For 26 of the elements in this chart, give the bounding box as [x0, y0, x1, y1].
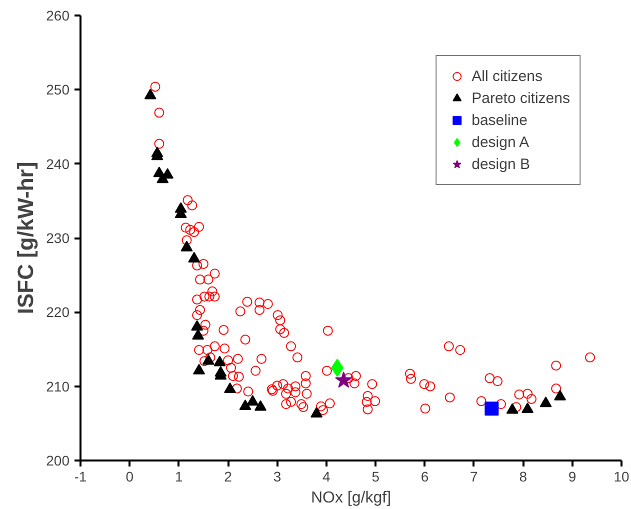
x-tick-label: 6: [420, 468, 429, 484]
y-tick-label: 250: [46, 82, 70, 98]
legend-label: design A: [472, 134, 530, 150]
x-tick-label: 9: [568, 468, 576, 484]
legend-label: baseline: [472, 112, 528, 128]
x-tick-label: 2: [224, 468, 232, 484]
x-tick-label: 8: [519, 468, 528, 484]
legend-label: Pareto citizens: [472, 90, 570, 106]
x-axis-title: NOx [g/kgf]: [310, 490, 392, 506]
legend-label: design B: [472, 156, 530, 172]
y-tick-label: 200: [46, 452, 70, 468]
y-tick-label: 220: [46, 304, 70, 320]
x-tick-label: 10: [614, 468, 630, 484]
y-tick-label: 260: [46, 8, 70, 24]
y-tick-label: 230: [46, 230, 70, 246]
x-tick-label: 0: [126, 468, 134, 484]
legend-label: All citizens: [472, 68, 542, 84]
x-tick-label: 3: [273, 468, 282, 484]
x-tick-label: 4: [322, 468, 331, 484]
x-tick-label: 5: [372, 468, 380, 484]
y-tick-label: 240: [46, 156, 70, 172]
y-tick-label: 210: [46, 378, 70, 394]
y-axis-title: ISFC [g/kW-hr]: [13, 162, 38, 314]
x-tick-label: -1: [74, 468, 87, 484]
x-tick-label: 1: [174, 468, 183, 484]
x-tick-label: 7: [470, 468, 478, 484]
